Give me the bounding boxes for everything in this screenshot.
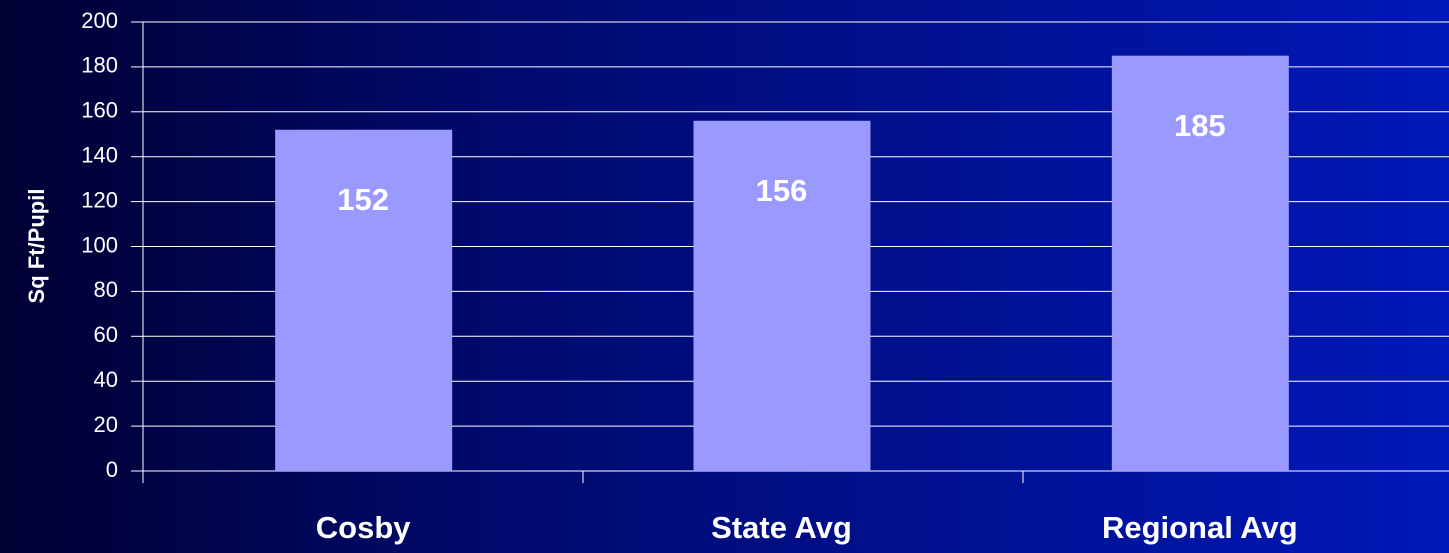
y-tick-label: 180 bbox=[81, 53, 118, 78]
y-tick-label: 40 bbox=[94, 367, 118, 392]
bar bbox=[693, 120, 871, 471]
bar bbox=[1111, 55, 1289, 472]
value-label: 152 bbox=[337, 182, 389, 217]
x-tick-label: Regional Avg bbox=[1102, 510, 1298, 545]
y-tick-label: 80 bbox=[94, 277, 118, 302]
y-tick-label: 100 bbox=[81, 232, 118, 257]
y-tick-label: 140 bbox=[81, 143, 118, 168]
x-tick-label: State Avg bbox=[711, 510, 852, 545]
value-label: 156 bbox=[756, 173, 808, 208]
y-tick-label: 20 bbox=[94, 412, 118, 437]
y-tick-label: 60 bbox=[94, 322, 118, 347]
y-axis-title: Sq Ft/Pupil bbox=[24, 189, 49, 304]
x-tick-label: Cosby bbox=[316, 510, 412, 545]
bar bbox=[275, 129, 453, 471]
y-tick-label: 0 bbox=[106, 457, 118, 482]
y-tick-label: 120 bbox=[81, 187, 118, 212]
value-label: 185 bbox=[1174, 108, 1226, 143]
y-tick-label: 160 bbox=[81, 98, 118, 123]
y-tick-label: 200 bbox=[81, 8, 118, 33]
